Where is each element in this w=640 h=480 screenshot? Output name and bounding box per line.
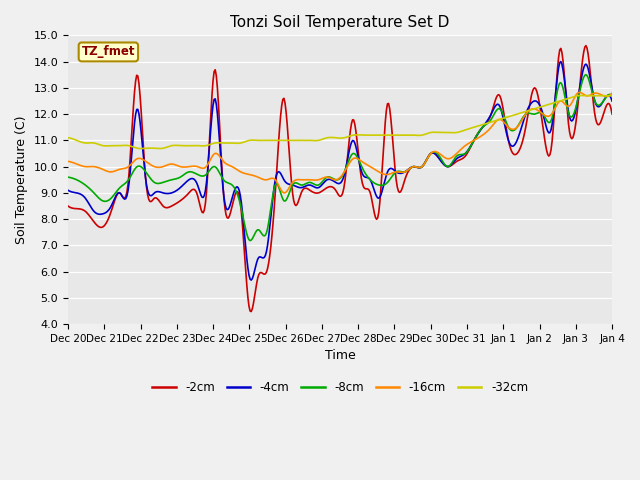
Line: -2cm: -2cm	[68, 46, 612, 312]
-2cm	[511, 152, 519, 157]
-16cm	[511, 126, 519, 132]
-4cm	[557, 59, 564, 64]
-32cm	[327, 134, 335, 140]
-8cm	[582, 72, 589, 78]
-16cm	[360, 160, 367, 166]
-4cm	[608, 98, 616, 104]
-16cm	[280, 190, 288, 196]
-8cm	[389, 172, 397, 178]
-32cm	[324, 135, 332, 141]
-4cm	[247, 277, 255, 283]
-32cm	[597, 93, 605, 98]
-32cm	[389, 132, 397, 138]
-16cm	[597, 92, 605, 97]
-32cm	[608, 93, 616, 98]
Y-axis label: Soil Temperature (C): Soil Temperature (C)	[15, 116, 28, 244]
-4cm	[389, 166, 397, 172]
Legend: -2cm, -4cm, -8cm, -16cm, -32cm: -2cm, -4cm, -8cm, -16cm, -32cm	[147, 377, 532, 399]
-16cm	[64, 158, 72, 164]
-16cm	[327, 176, 335, 181]
-32cm	[64, 135, 72, 141]
-2cm	[247, 309, 255, 314]
Line: -32cm: -32cm	[68, 96, 612, 148]
-8cm	[327, 175, 335, 180]
-8cm	[608, 93, 616, 98]
-16cm	[575, 89, 583, 95]
-2cm	[64, 203, 72, 209]
-8cm	[511, 127, 519, 132]
Text: TZ_fmet: TZ_fmet	[82, 46, 135, 59]
-16cm	[608, 90, 616, 96]
-16cm	[389, 170, 397, 176]
-8cm	[324, 174, 332, 180]
-2cm	[597, 118, 605, 124]
Line: -4cm: -4cm	[68, 61, 612, 280]
-2cm	[324, 184, 332, 190]
-8cm	[360, 168, 367, 173]
-32cm	[156, 145, 163, 151]
-4cm	[511, 142, 519, 147]
-4cm	[324, 177, 332, 182]
-16cm	[324, 174, 332, 180]
-2cm	[327, 184, 335, 190]
-32cm	[511, 112, 519, 118]
-8cm	[597, 101, 605, 107]
Title: Tonzi Soil Temperature Set D: Tonzi Soil Temperature Set D	[230, 15, 450, 30]
-8cm	[64, 174, 72, 180]
-2cm	[389, 140, 397, 146]
X-axis label: Time: Time	[324, 349, 355, 362]
-8cm	[246, 238, 254, 243]
-4cm	[327, 177, 335, 182]
-4cm	[597, 102, 605, 108]
-4cm	[360, 173, 367, 179]
-2cm	[360, 184, 367, 190]
-32cm	[360, 132, 367, 138]
Line: -8cm: -8cm	[68, 75, 612, 240]
Line: -16cm: -16cm	[68, 92, 612, 193]
-32cm	[577, 93, 584, 98]
-4cm	[64, 187, 72, 193]
-2cm	[582, 43, 589, 48]
-2cm	[608, 111, 616, 117]
